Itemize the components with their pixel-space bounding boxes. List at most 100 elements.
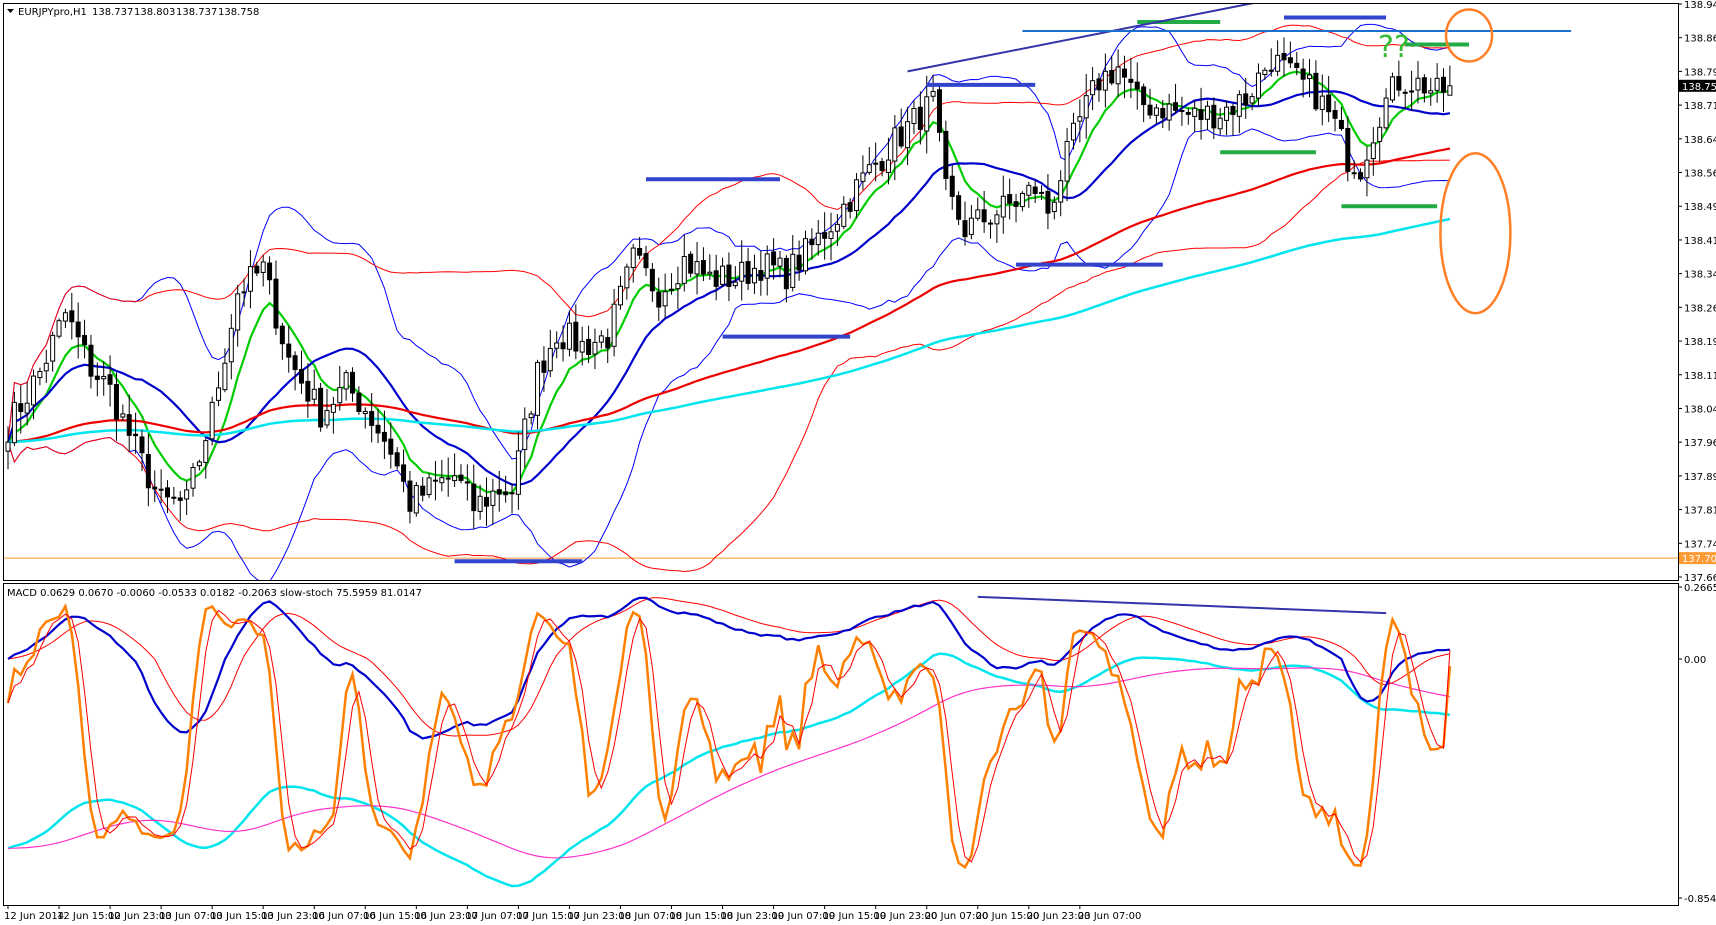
candle <box>235 284 241 347</box>
time-tick-label: 17 Jun 07:00 <box>465 911 529 922</box>
candle <box>1415 61 1421 104</box>
price-tick-label: 138.490 <box>1684 202 1716 213</box>
candle <box>1364 146 1370 197</box>
candle <box>745 247 751 291</box>
price-tick-label: 137.740 <box>1684 539 1716 550</box>
candle <box>528 410 534 425</box>
macd-main-line <box>7 596 1450 740</box>
candle <box>885 137 891 185</box>
ohlc-high: 138.803 <box>134 7 175 18</box>
candle <box>107 355 113 407</box>
candle <box>1275 40 1281 77</box>
candle <box>337 365 343 411</box>
osc-tick-label: 0.00 <box>1684 655 1706 666</box>
candle <box>203 437 209 479</box>
candle <box>681 234 687 292</box>
candle <box>796 240 802 281</box>
candle <box>426 473 432 498</box>
candle <box>1128 57 1134 99</box>
candle <box>1185 107 1191 125</box>
symbol-header: EURJPYpro,H1 <box>18 7 87 18</box>
time-tick-label: 19 Jun 23:00 <box>874 911 938 922</box>
candle <box>1032 180 1038 204</box>
price-y-axis: 138.940 138.865 138.790 138.715 138.640 138.5… <box>1678 0 1716 584</box>
candle <box>981 190 987 233</box>
price-tick-label: 138.865 <box>1684 34 1716 45</box>
price-tick-label: 138.940 <box>1684 0 1716 11</box>
candle <box>1083 73 1089 139</box>
price-tick-label: 138.715 <box>1684 101 1716 112</box>
candle <box>101 361 107 396</box>
candle <box>1338 106 1344 131</box>
candle <box>1332 100 1338 132</box>
candle <box>350 367 356 402</box>
candle <box>624 263 630 300</box>
time-tick-label: 23 Jun 07:00 <box>1078 911 1142 922</box>
candle <box>1351 160 1357 179</box>
candle <box>905 106 911 166</box>
candle <box>1096 73 1102 102</box>
candle <box>739 240 745 301</box>
candle <box>522 407 528 468</box>
candle <box>1045 174 1051 230</box>
candle <box>330 396 336 434</box>
candle <box>669 273 675 295</box>
symbol-dropdown-icon[interactable] <box>7 9 14 13</box>
candle <box>598 330 604 349</box>
price-tick-label: 138.565 <box>1684 169 1716 180</box>
candle <box>554 331 560 359</box>
candle <box>822 212 828 260</box>
time-tick-label: 18 Jun 07:00 <box>618 911 682 922</box>
candle <box>1281 37 1287 77</box>
candle <box>1179 96 1185 126</box>
time-tick-label: 17 Jun 23:00 <box>567 911 631 922</box>
candle <box>75 302 81 359</box>
candle <box>1192 100 1198 133</box>
time-tick-label: 13 Jun 07:00 <box>159 911 223 922</box>
candle <box>286 325 292 373</box>
long-macd-line <box>7 652 1451 888</box>
candle <box>1058 170 1064 217</box>
candle <box>726 252 732 302</box>
candle <box>847 198 853 219</box>
candle <box>1441 68 1446 112</box>
candle <box>165 480 170 514</box>
candle <box>43 349 49 383</box>
level-price-badge-label: 137.707 <box>1682 554 1716 565</box>
candle <box>388 422 394 469</box>
candle <box>535 359 541 430</box>
candle <box>688 251 694 278</box>
candle <box>790 235 796 292</box>
time-tick-label: 12 Jun 23:00 <box>108 911 172 922</box>
candle <box>120 404 126 421</box>
candle <box>1428 77 1434 106</box>
long-macd-signal <box>7 667 1451 859</box>
candle <box>126 394 132 452</box>
time-tick-label: 19 Jun 15:00 <box>823 911 887 922</box>
candle <box>1300 58 1306 98</box>
candle <box>1255 63 1261 107</box>
candle <box>222 348 228 393</box>
candle <box>1268 48 1274 77</box>
price-tick-label: 138.190 <box>1684 337 1716 348</box>
candle <box>956 191 962 225</box>
price-tick-label: 138.415 <box>1684 236 1716 247</box>
candle <box>943 120 949 191</box>
candle <box>988 219 994 239</box>
candle <box>273 260 279 336</box>
price-tick-label: 137.815 <box>1684 506 1716 517</box>
time-tick-label: 20 Jun 23:00 <box>1027 911 1091 922</box>
candle <box>1000 175 1006 234</box>
candle <box>1345 116 1351 182</box>
candle <box>1204 100 1210 131</box>
candle <box>617 275 623 310</box>
candle <box>69 292 75 340</box>
candle <box>381 410 387 460</box>
candle <box>968 204 974 240</box>
candle <box>815 219 821 256</box>
candle <box>917 91 923 145</box>
candle <box>1039 185 1045 200</box>
candle <box>369 392 375 443</box>
